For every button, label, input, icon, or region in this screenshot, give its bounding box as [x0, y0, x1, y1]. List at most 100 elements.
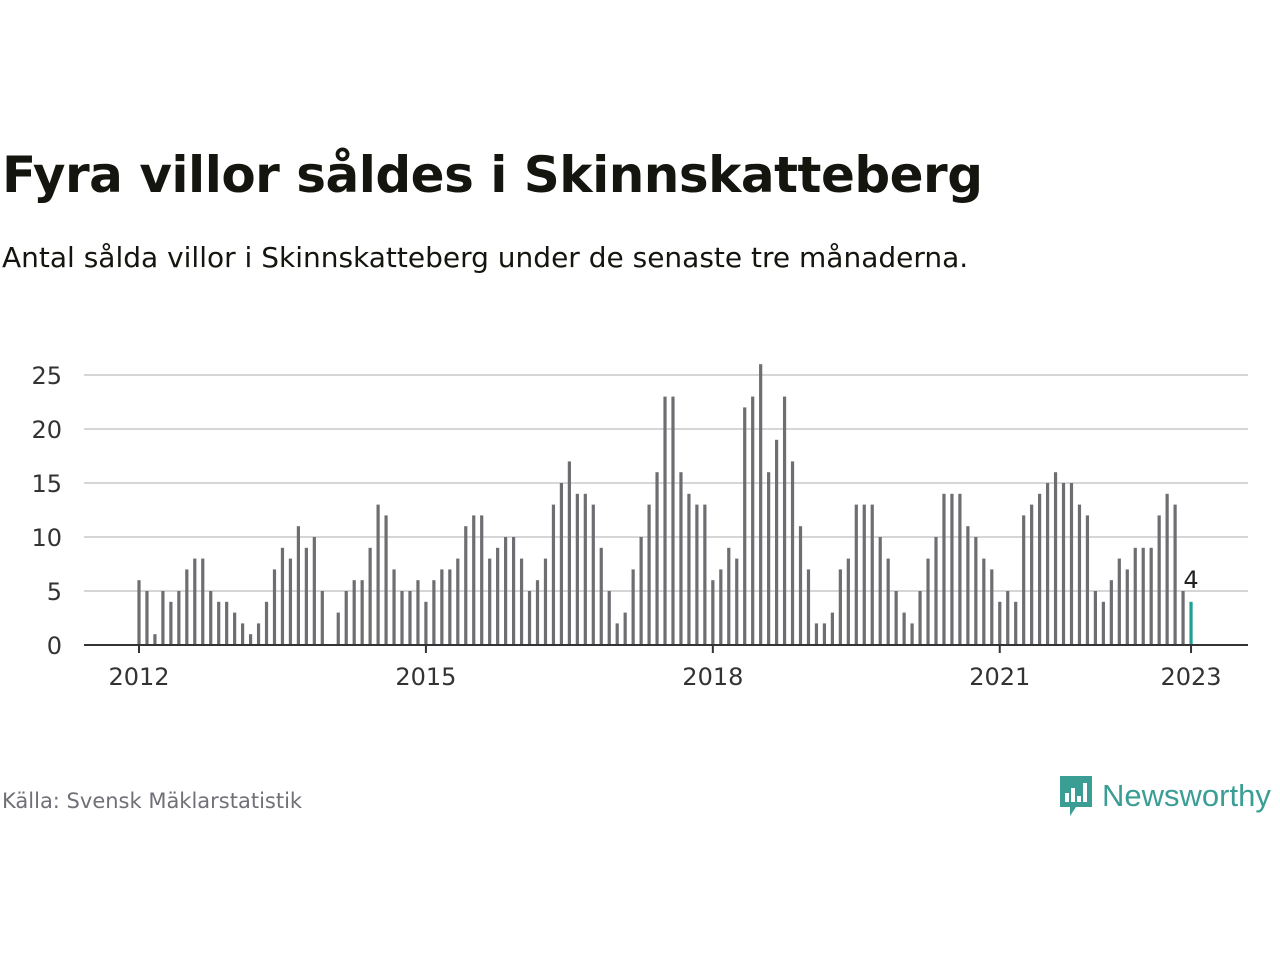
bar — [1109, 580, 1113, 645]
bar — [591, 504, 595, 645]
bar — [767, 472, 771, 645]
bar — [1085, 515, 1090, 645]
bar — [838, 569, 842, 645]
bar — [472, 515, 476, 645]
bar — [1093, 591, 1097, 645]
newsworthy-logo: Newsworthy — [1058, 774, 1271, 818]
bar — [950, 493, 954, 645]
bar — [671, 396, 675, 645]
bar — [496, 547, 500, 645]
bar — [177, 591, 181, 645]
bar — [615, 623, 619, 645]
bar — [910, 623, 914, 645]
data-labels: 4 — [1183, 566, 1198, 594]
bar — [782, 396, 787, 645]
bar — [1125, 569, 1129, 645]
bar — [862, 504, 866, 645]
y-tick-label: 0 — [47, 632, 62, 660]
bar — [655, 472, 659, 645]
bar — [296, 526, 300, 645]
bar — [894, 591, 898, 645]
bar — [1173, 504, 1177, 645]
bar — [679, 472, 683, 645]
bar — [1038, 493, 1042, 645]
bar — [902, 612, 906, 645]
bar — [1014, 601, 1018, 645]
bar — [384, 515, 388, 645]
bar — [368, 547, 372, 645]
source-note: Källa: Svensk Mäklarstatistik — [2, 789, 303, 813]
bar — [424, 601, 428, 645]
bar — [304, 547, 308, 645]
newsworthy-logo-icon — [1060, 776, 1092, 816]
bar — [256, 623, 261, 645]
bar — [814, 623, 819, 645]
bar — [1006, 591, 1010, 645]
bar — [336, 612, 340, 645]
bar — [1045, 483, 1050, 645]
bar — [982, 558, 986, 645]
bar — [241, 623, 245, 645]
bar — [225, 601, 229, 645]
bar — [408, 591, 412, 645]
bar — [926, 558, 930, 645]
bar — [1077, 504, 1082, 645]
bar — [759, 364, 763, 645]
bar — [735, 558, 739, 645]
bar — [727, 547, 731, 645]
bar — [551, 504, 556, 645]
bar — [233, 612, 237, 645]
bar — [145, 591, 149, 645]
bar — [209, 591, 213, 645]
bar — [870, 504, 874, 645]
bar — [775, 439, 779, 645]
bar — [1030, 504, 1034, 645]
bar — [432, 580, 436, 645]
bar — [822, 623, 827, 645]
bar — [719, 569, 723, 645]
bar — [1053, 472, 1058, 645]
bar — [559, 483, 564, 645]
x-tick-label: 2023 — [1161, 663, 1222, 691]
bar — [153, 634, 157, 645]
bar — [1181, 591, 1185, 645]
bar — [878, 537, 882, 645]
bar — [456, 558, 460, 645]
bar — [639, 537, 643, 645]
bar — [264, 601, 269, 645]
bar — [161, 591, 165, 645]
bar — [312, 537, 316, 645]
bar — [272, 569, 277, 645]
bar — [352, 580, 356, 645]
bar — [806, 569, 811, 645]
bar — [846, 558, 850, 645]
bar — [137, 580, 141, 645]
bar — [1149, 547, 1153, 645]
bar — [193, 558, 197, 645]
bar — [798, 526, 803, 645]
bar — [567, 461, 571, 645]
bar — [1117, 558, 1121, 645]
bar — [998, 601, 1002, 645]
x-tick-label: 2012 — [108, 663, 169, 691]
brand-name: Newsworthy — [1102, 778, 1271, 813]
bar — [1101, 601, 1105, 645]
bar — [488, 558, 492, 645]
bar — [280, 547, 285, 645]
bar — [607, 591, 611, 645]
bar — [990, 569, 994, 645]
bar — [703, 504, 707, 645]
bar — [392, 569, 396, 645]
bar — [248, 634, 253, 645]
bar — [344, 591, 348, 645]
y-axis-ticks: 0 5 10 15 20 25 — [31, 362, 62, 660]
bar — [966, 526, 970, 645]
bar — [504, 537, 508, 645]
bar — [464, 526, 468, 645]
bar — [535, 580, 540, 645]
x-tick-label: 2018 — [682, 663, 743, 691]
bar — [942, 493, 946, 645]
bar — [575, 493, 579, 645]
bar — [830, 612, 834, 645]
bar — [185, 569, 189, 645]
